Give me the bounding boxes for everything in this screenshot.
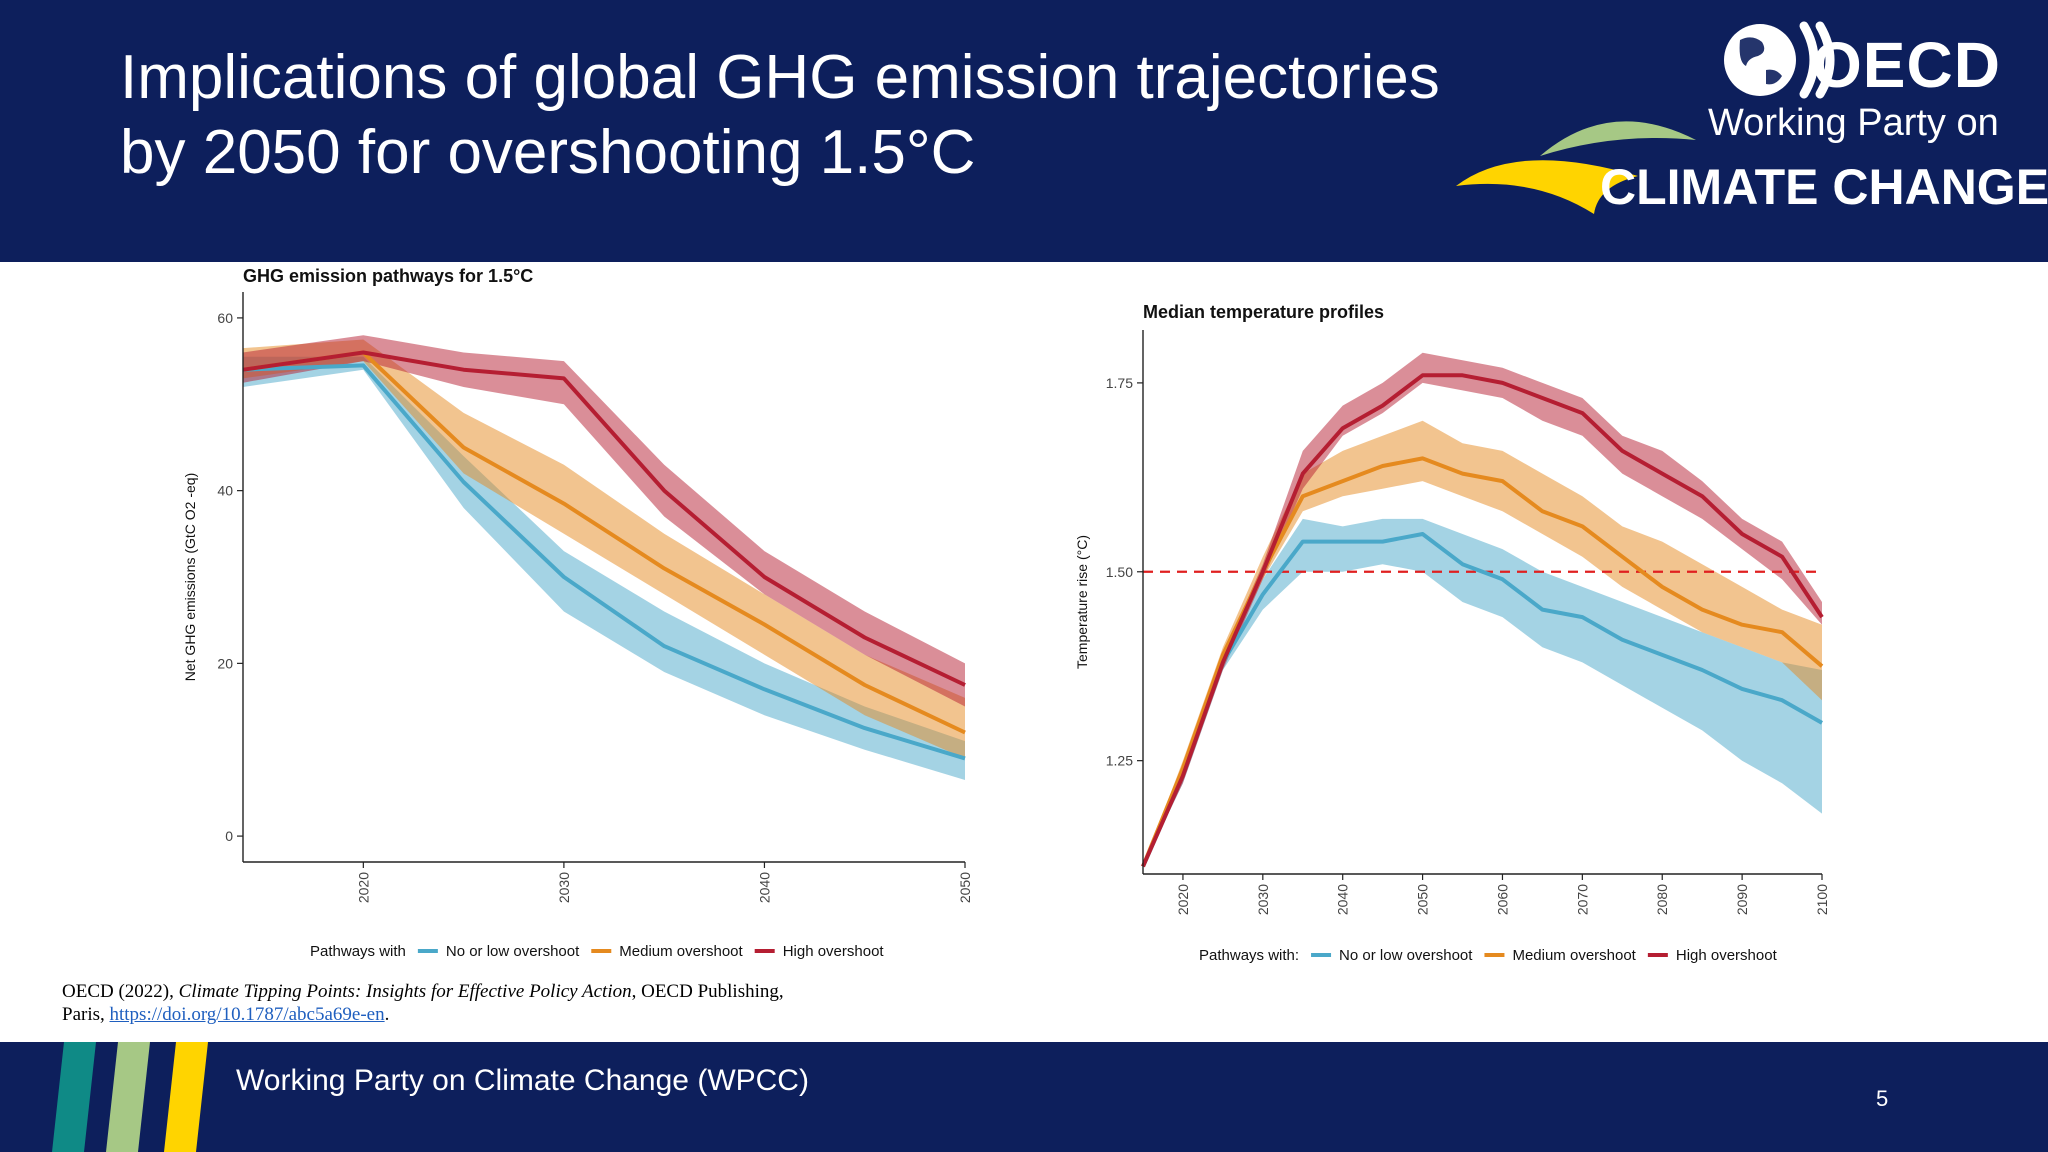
footer-title: Working Party on Climate Change (WPCC) [236,1064,809,1097]
page-number: 5 [1876,1086,1889,1111]
band-high-overshoot [243,335,965,707]
legend-label-no-or-low-overshoot: No or low overshoot [1339,947,1473,964]
citation-doi-link[interactable]: https://doi.org/10.1787/abc5a69e-en [109,1004,385,1025]
median-line-high-overshoot [242,350,966,687]
legend-title: Pathways with [310,943,406,960]
x-tick-label: 2050 [1415,884,1431,915]
y-tick-label: 1.50 [1106,564,1133,580]
x-tick-label: 2040 [756,872,772,903]
leaf-green-shape [1540,121,1696,156]
logo-line1: Working Party on [1708,102,1999,144]
x-tick-label: 2080 [1654,884,1670,915]
x-tick-label: 2100 [1814,884,1830,915]
leaf-yellow-shape [1456,160,1638,214]
charts-area: GHG emission pathways for 1.5°C020406020… [182,266,1830,964]
x-tick-label: 2090 [1734,884,1750,915]
band-no-or-low-overshoot [1143,518,1822,867]
temperature-chart: Median temperature profiles 1.25 1.50 1.75 2… [1074,302,1830,964]
citation-title: Climate Tipping Points: Insights for Eff… [178,981,632,1002]
logo-org: OECD [1812,29,2001,101]
legend-label-medium-overshoot: Medium overshoot [619,943,743,960]
median-line-high-overshoot [1141,373,1824,868]
median-line-medium-overshoot [242,350,966,735]
slide-footer: Working Party on Climate Change (WPCC) 5 [0,1042,2048,1152]
citation-line2-suffix: . [384,1004,390,1025]
legend-label-medium-overshoot: Medium overshoot [1512,947,1636,964]
globe-icon [1724,24,1796,96]
y-tick-label: 40 [217,483,233,499]
chart-legend: Pathways with: No or low overshoot Medium … [1199,947,1778,964]
chart-title: GHG emission pathways for 1.5°C [243,266,533,286]
chart-legend: Pathways with No or low overshoot Medium o… [310,943,884,960]
x-tick-label: 2050 [957,872,973,903]
x-tick-label: 2040 [1335,884,1351,915]
band-medium-overshoot [243,339,965,759]
y-axis-label: Net GHG emissions (GtC O2 -eq) [182,473,198,682]
logo-line2: CLIMATE CHANGE [1600,159,2048,215]
band-high-overshoot [1143,352,1822,867]
chart-title: Median temperature profiles [1143,302,1384,322]
x-tick-label: 2020 [1175,884,1191,915]
footer-stripe-yellow [164,1042,208,1152]
emissions-chart: GHG emission pathways for 1.5°C020406020… [182,266,973,960]
x-tick-label: 2060 [1494,884,1510,915]
y-tick-label: 1.25 [1106,753,1133,769]
citation-suffix: , OECD Publishing, [631,981,784,1002]
slide-header: Implications of global GHG emission traj… [0,0,2048,262]
footer-stripe-green [106,1042,150,1152]
legend-label-high-overshoot: High overshoot [1676,947,1778,964]
oecd-wpcc-logo: OECD Working Party on CLIMATE CHANGE [1440,10,2048,240]
x-tick-label: 2070 [1574,884,1590,915]
y-tick-label: 20 [217,655,233,671]
footer-stripes [52,1042,208,1152]
footer-stripe-teal [52,1042,96,1152]
median-line-no-or-low-overshoot [1141,532,1823,868]
band-no-or-low-overshoot [243,356,965,780]
legend-title: Pathways with: [1199,947,1299,964]
legend-label-no-or-low-overshoot: No or low overshoot [446,943,580,960]
citation-line2-prefix: Paris, [62,1004,110,1025]
y-tick-label: 1.75 [1106,375,1133,391]
x-tick-label: 2020 [355,872,371,903]
y-tick-label: 0 [225,828,233,844]
median-line-no-or-low-overshoot [242,363,966,761]
logo-graphic [1456,21,1835,214]
citation-prefix: OECD (2022), [62,981,179,1002]
citation: OECD (2022), Climate Tipping Points: Ins… [62,980,962,1026]
slide-title: Implications of global GHG emission traj… [120,43,1440,187]
y-axis-label: Temperature rise (°C) [1074,535,1090,669]
x-tick-label: 2030 [556,872,572,903]
legend-label-high-overshoot: High overshoot [783,943,885,960]
x-tick-label: 2030 [1255,884,1271,915]
y-tick-label: 60 [217,310,233,326]
